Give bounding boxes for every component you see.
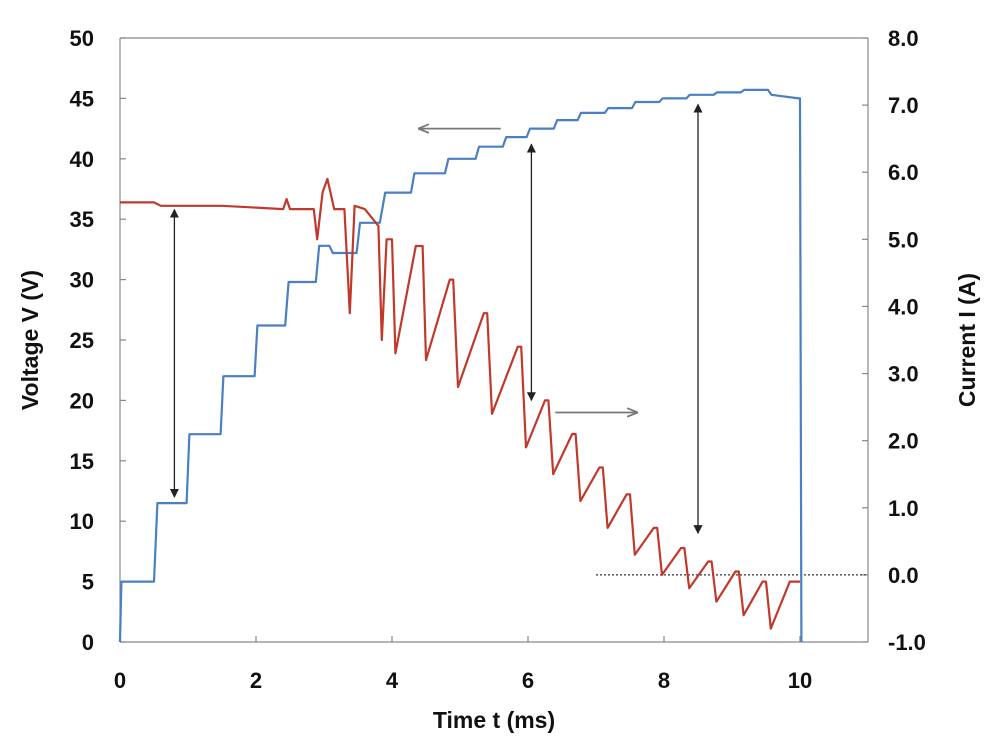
right-tick-label: 2.0	[888, 429, 919, 454]
left-tick-label: 45	[70, 86, 94, 111]
x-tick-label: 0	[114, 668, 126, 693]
left-tick-label: 20	[70, 388, 94, 413]
left-tick-label: 50	[70, 26, 94, 51]
x-tick-label: 6	[522, 668, 534, 693]
right-axis-ticks: -1.0 0.0 1.0 2.0 3.0 4.0 5.0 6.0 7.0 8.0	[862, 26, 926, 655]
right-tick-label: -1.0	[888, 630, 926, 655]
left-tick-label: 0	[82, 630, 94, 655]
right-axis-title: Current I (A)	[954, 273, 980, 407]
left-tick-label: 10	[70, 509, 94, 534]
annotations-layer	[169, 103, 703, 535]
left-tick-label: 5	[82, 570, 94, 595]
x-axis-title: Time t (ms)	[433, 707, 555, 733]
right-tick-label: 4.0	[888, 294, 919, 319]
series-layer	[118, 88, 803, 643]
x-tick-label: 10	[788, 668, 812, 693]
left-tick-label: 35	[70, 207, 94, 232]
right-tick-label: 8.0	[888, 26, 919, 51]
x-tick-label: 2	[250, 668, 262, 693]
x-axis-ticks: 0 2 4 6 8 10	[114, 636, 812, 693]
current-series-line	[120, 177, 800, 630]
left-axis-ticks: 0 5 10 15 20 25 30 35 40 45 50	[70, 26, 126, 655]
right-tick-label: 6.0	[888, 160, 919, 185]
left-axis-title: Voltage V (V)	[17, 270, 43, 410]
voltage-series-line	[118, 88, 803, 643]
right-tick-label: 7.0	[888, 93, 919, 118]
x-tick-label: 4	[386, 668, 399, 693]
left-tick-label: 15	[70, 449, 94, 474]
left-tick-label: 40	[70, 147, 94, 172]
right-tick-label: 5.0	[888, 227, 919, 252]
right-tick-label: 3.0	[888, 362, 919, 387]
right-tick-label: 0.0	[888, 563, 919, 588]
left-tick-label: 30	[70, 268, 94, 293]
right-tick-label: 1.0	[888, 496, 919, 521]
left-tick-label: 25	[70, 328, 94, 353]
x-tick-label: 8	[658, 668, 670, 693]
